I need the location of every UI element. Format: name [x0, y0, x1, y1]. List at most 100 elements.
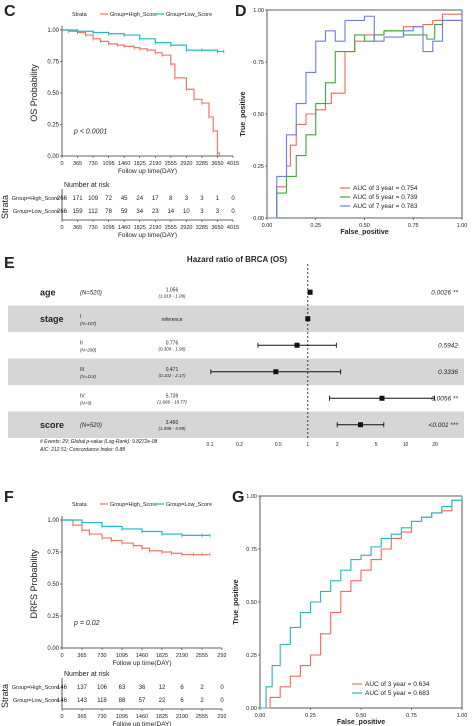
- x-tick-label: 1.00: [457, 713, 468, 719]
- x-tick-label: 1.00: [457, 223, 468, 229]
- risk-strata-title: Strata: [0, 684, 10, 708]
- risk-value: 109: [88, 196, 99, 202]
- forest-p-value: 0.0026 **: [431, 289, 458, 296]
- forest-n-label: (N=520): [80, 290, 102, 296]
- risk-x-tick-label: 0: [60, 714, 63, 720]
- risk-x-tick-label: 1095: [103, 225, 115, 231]
- forest-point: [379, 395, 385, 401]
- risk-value: 0: [231, 196, 235, 202]
- risk-value: 23: [152, 209, 159, 215]
- forest-point: [307, 289, 313, 295]
- x-tick-label: 0.00: [255, 713, 266, 719]
- legend-label: AUC of 3 year = 0.754: [353, 185, 418, 192]
- y-tick-label: 0.00: [47, 646, 59, 652]
- forest-estimate: 1.056: [166, 287, 179, 293]
- risk-value: 17: [152, 196, 159, 202]
- forest-x-tick-label: 20: [432, 442, 438, 448]
- risk-value: 72: [105, 196, 112, 202]
- forest-n-label: (N=520): [80, 423, 102, 429]
- forest-point: [294, 342, 300, 348]
- x-axis-title: False_positive: [337, 719, 385, 726]
- y-tick-label: 0.50: [47, 91, 59, 97]
- y-tick-label: 0.75: [47, 550, 59, 556]
- legend-title: Strata: [72, 502, 88, 508]
- risk-value: 63: [119, 685, 126, 691]
- forest-p-value: 0.0056 **: [431, 395, 458, 402]
- y-axis-title: OS Probability: [29, 64, 39, 122]
- km-curve-low: [62, 519, 210, 536]
- forest-n-label: (N=9): [80, 400, 92, 405]
- risk-value: 3: [216, 209, 220, 215]
- roc-curve-3: [267, 10, 463, 219]
- risk-x-axis-title: Follow up time(DAY): [112, 721, 171, 726]
- forest-p-value: 0.5942: [438, 342, 458, 349]
- x-axis-title: Follow up time(DAY): [112, 660, 171, 667]
- x-tick-label: 1095: [116, 653, 128, 659]
- risk-value: 36: [139, 685, 146, 691]
- legend-title: Strata: [72, 12, 88, 18]
- risk-x-tick-label: 365: [77, 714, 86, 720]
- x-tick-label: 0: [60, 653, 63, 659]
- roc-curve-2: [267, 10, 463, 219]
- risk-x-tick-label: 1460: [118, 225, 130, 231]
- risk-value: 57: [139, 698, 146, 704]
- legend-label: Group=High_Score: [110, 12, 157, 18]
- risk-x-tick-label: 1825: [156, 714, 168, 720]
- forest-n-label: (N=114): [80, 374, 97, 379]
- x-tick-label: 1825: [156, 653, 168, 659]
- forest-ci: (0.102 - 2.17): [158, 373, 186, 378]
- forest-estimate: 0.471: [166, 367, 179, 373]
- forest-x-tick-label: 5: [375, 442, 378, 448]
- risk-value: 112: [88, 209, 98, 215]
- risk-value: 45: [121, 196, 128, 202]
- x-tick-label: 0.75: [406, 713, 417, 719]
- forest-ci: (1.666 - 19.77): [157, 399, 187, 404]
- y-axis-title: DRFS Probability: [29, 549, 39, 619]
- risk-value: 8: [169, 196, 173, 202]
- x-tick-label: 2555: [165, 161, 177, 167]
- x-tick-label: 3285: [196, 161, 208, 167]
- risk-x-tick-label: 0: [60, 225, 63, 231]
- x-tick-label: 1095: [103, 161, 115, 167]
- forest-ci: (1.019 - 1.09): [158, 293, 186, 298]
- risk-value: 10: [183, 209, 190, 215]
- y-tick-label: 0.50: [246, 600, 257, 606]
- forest-x-tick-label: 10: [403, 442, 409, 448]
- risk-value: 2: [200, 698, 204, 704]
- risk-value: 118: [97, 698, 107, 704]
- risk-value: 3: [200, 209, 204, 215]
- x-tick-label: 0.50: [356, 713, 367, 719]
- risk-value: 34: [136, 209, 143, 215]
- forest-row-band: [8, 411, 464, 438]
- risk-row-label: Group=Low_Score: [13, 209, 59, 215]
- y-tick-label: 1.00: [47, 518, 59, 524]
- x-tick-label: 0.75: [408, 223, 419, 229]
- forest-estimate: reference: [161, 317, 182, 323]
- risk-x-tick-label: 730: [88, 225, 97, 231]
- forest-level-label: II: [80, 340, 83, 346]
- y-tick-label: 0.75: [246, 547, 257, 553]
- risk-value: 12: [159, 685, 166, 691]
- risk-x-tick-label: 4015: [227, 225, 239, 231]
- y-axis-title: True_positive: [233, 579, 240, 624]
- risk-value: 0: [220, 685, 224, 691]
- y-tick-label: 1.00: [246, 494, 257, 500]
- panel-label-f: F: [4, 489, 14, 506]
- legend-label: AUC of 5 year = 0.739: [353, 194, 418, 201]
- x-tick-label: 0: [60, 161, 63, 167]
- risk-x-tick-label: 1095: [116, 714, 128, 720]
- risk-x-tick-label: 365: [73, 225, 82, 231]
- y-tick-label: 0.00: [246, 706, 257, 712]
- x-tick-label: 1460: [118, 161, 130, 167]
- km-curve-high: [62, 519, 210, 556]
- x-tick-label: 4015: [227, 161, 239, 167]
- forest-footnote: # Events: 29; Global p-value (Log-Rank):…: [40, 439, 158, 445]
- risk-x-tick-label: 2190: [176, 714, 188, 720]
- x-tick-label: 2190: [176, 653, 188, 659]
- risk-value: 143: [77, 698, 88, 704]
- y-tick-label: 0.25: [47, 614, 59, 620]
- risk-x-tick-label: 2555: [165, 225, 177, 231]
- x-tick-label: 2190: [149, 161, 161, 167]
- risk-value: 159: [73, 209, 84, 215]
